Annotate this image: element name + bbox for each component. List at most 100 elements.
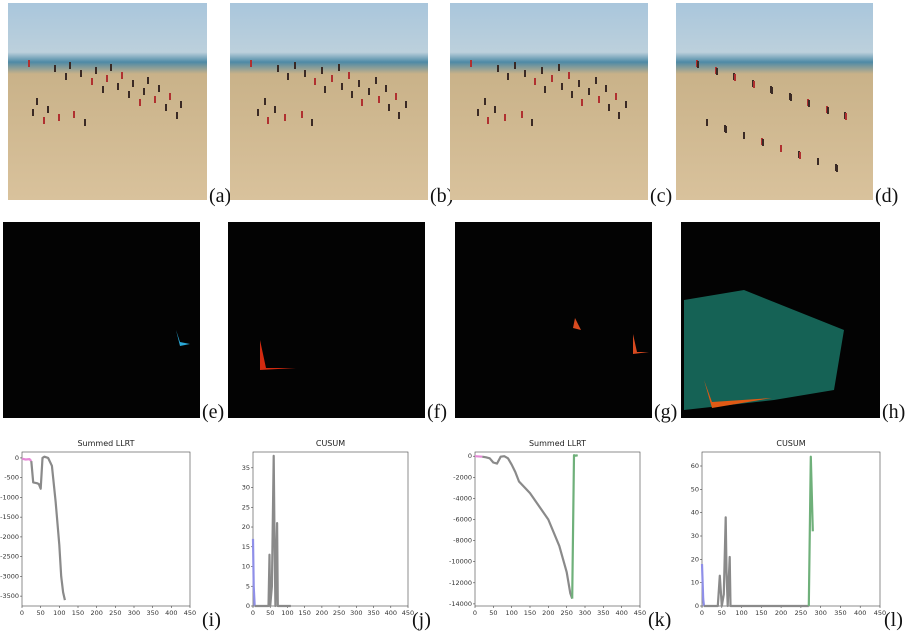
series-line [571, 454, 578, 599]
x-tick-label: 350 [597, 609, 609, 617]
person [250, 60, 252, 67]
person [477, 109, 479, 116]
y-tick-label: -2000 [0, 533, 19, 541]
x-tick-label: 250 [560, 609, 572, 617]
x-tick-label: 50 [37, 609, 45, 617]
person [28, 60, 30, 67]
x-tick-label: 200 [775, 609, 787, 617]
x-tick-label: 100 [281, 609, 293, 617]
x-tick-label: 300 [350, 609, 362, 617]
person [169, 93, 171, 100]
person [504, 114, 506, 121]
y-tick-label: 15 [242, 543, 250, 551]
panel-label: (b) [430, 185, 453, 207]
beach-image [230, 3, 428, 200]
series-line [482, 455, 574, 599]
person [734, 74, 736, 81]
person [608, 104, 610, 111]
x-tick-label: 450 [184, 609, 196, 617]
plot-area [701, 451, 881, 607]
person [54, 65, 56, 72]
y-tick-label: -3500 [0, 592, 19, 600]
person [47, 106, 49, 113]
person [494, 106, 496, 113]
person [790, 94, 792, 101]
person [176, 112, 178, 119]
person [294, 62, 296, 69]
person [581, 99, 583, 106]
person [284, 114, 286, 121]
x-tick-label: 50 [489, 609, 497, 617]
person [341, 83, 343, 90]
person [385, 85, 387, 92]
flow-blob [684, 290, 844, 410]
y-tick-label: -2500 [0, 553, 19, 561]
person [121, 72, 123, 79]
person [541, 67, 543, 74]
x-tick-label: 50 [718, 609, 726, 617]
x-tick-label: 350 [367, 609, 379, 617]
x-tick-label: 150 [524, 609, 536, 617]
series-line [254, 454, 291, 608]
person [43, 117, 45, 124]
y-tick-label: 10 [242, 563, 250, 571]
series-line [251, 538, 256, 607]
x-tick-label: 300 [128, 609, 140, 617]
y-tick-label: -1500 [0, 513, 19, 521]
beach-image [450, 3, 648, 200]
person [274, 106, 276, 113]
y-tick-label: 5 [246, 582, 250, 590]
series-line [30, 455, 66, 601]
person [625, 101, 627, 108]
y-tick-label: 60 [691, 462, 699, 470]
plot-area [21, 451, 191, 607]
person [267, 117, 269, 124]
person [470, 60, 472, 67]
person [361, 99, 363, 106]
series-line [807, 455, 814, 607]
person [780, 145, 782, 152]
y-tick-label: 30 [242, 484, 250, 492]
person [154, 96, 156, 103]
person [716, 68, 718, 75]
person [36, 98, 38, 105]
person [618, 112, 620, 119]
person [808, 100, 810, 107]
person [507, 73, 509, 80]
chart-title: Summed LLRT [77, 439, 134, 448]
flow-blob [176, 330, 190, 346]
person [405, 101, 407, 108]
person [561, 83, 563, 90]
x-tick-label: 0 [20, 609, 24, 617]
series-line [474, 455, 483, 458]
beach-image [676, 3, 873, 200]
y-tick-label: -1000 [0, 493, 19, 501]
y-tick-label: 0 [15, 454, 19, 462]
y-tick-label: -6000 [453, 516, 472, 524]
person [331, 75, 333, 82]
person [551, 75, 553, 82]
panel-label: (k) [648, 609, 671, 631]
flow-image [3, 222, 200, 418]
person [484, 98, 486, 105]
person [73, 111, 75, 118]
series-line [21, 457, 33, 462]
panel-label: (a) [209, 185, 231, 207]
x-tick-label: 400 [165, 609, 177, 617]
person [836, 165, 838, 172]
person [568, 72, 570, 79]
person [106, 75, 108, 82]
person [348, 72, 350, 79]
person [487, 117, 489, 124]
y-tick-label: -14000 [449, 600, 472, 608]
person [147, 77, 149, 84]
y-tick-label: -3000 [0, 572, 19, 580]
person [311, 119, 313, 126]
x-tick-label: 0 [251, 609, 255, 617]
person [725, 126, 727, 133]
person [58, 114, 60, 121]
x-tick-label: 400 [854, 609, 866, 617]
panel-label: (d) [875, 185, 898, 207]
x-tick-label: 200 [90, 609, 102, 617]
x-tick-label: 300 [814, 609, 826, 617]
